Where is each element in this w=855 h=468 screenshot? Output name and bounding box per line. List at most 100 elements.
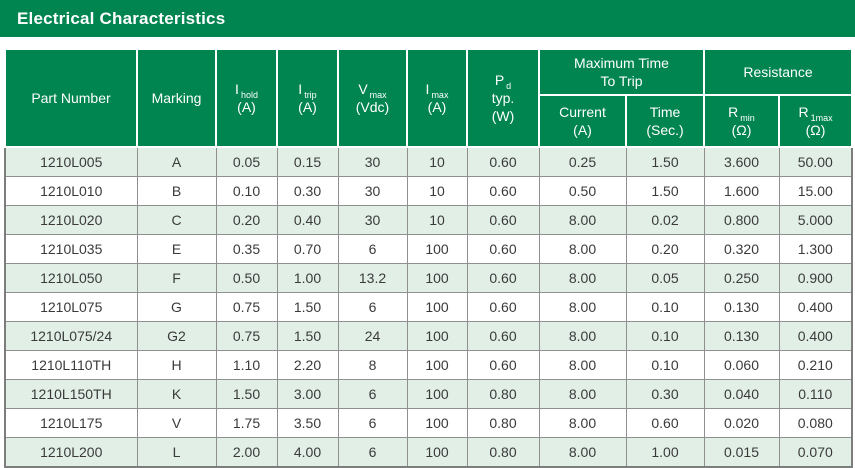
table-cell: 8.00 xyxy=(538,321,627,351)
table-cell: 0.040 xyxy=(703,379,780,409)
table-cell: 0.50 xyxy=(538,176,627,206)
table-cell: 13.2 xyxy=(337,263,408,293)
table-cell: 1210L020 xyxy=(4,205,138,235)
table-cell: 8 xyxy=(337,350,408,380)
table-cell: 100 xyxy=(406,408,468,438)
table-cell: 2.00 xyxy=(215,437,278,468)
table-cell: 0.20 xyxy=(625,234,705,264)
table-cell: 0.60 xyxy=(625,408,705,438)
table-cell: 1210L075/24 xyxy=(4,321,138,351)
table-cell: 6 xyxy=(337,437,408,468)
table-cell: 0.05 xyxy=(215,146,278,177)
table-row-1210l175: 1210L175 V 1.75 3.50 6 100 0.80 8.00 0.60 0.020 0.… xyxy=(4,408,853,438)
table-cell: 0.30 xyxy=(625,379,705,409)
table-cell: 100 xyxy=(406,234,468,264)
table-cell: 6 xyxy=(337,292,408,322)
table-cell: 0.25 xyxy=(538,146,627,177)
table-cell: 0.320 xyxy=(703,234,780,264)
table-cell: 0.60 xyxy=(466,146,540,177)
table-cell: 6 xyxy=(337,234,408,264)
table-cell: 10 xyxy=(406,176,468,206)
header-group-resistance: Resistance xyxy=(702,48,854,96)
table-cell: 0.60 xyxy=(466,234,540,264)
table-cell: 2.20 xyxy=(276,350,339,380)
table-cell: 0.20 xyxy=(215,205,278,235)
table-cell: 1.00 xyxy=(625,437,705,468)
table-cell: 0.30 xyxy=(276,176,339,206)
table-cell: 0.10 xyxy=(625,292,705,322)
table-row-1210l075: 1210L075 G 0.75 1.50 6 100 0.60 8.00 0.10 0.130 0.… xyxy=(4,292,853,322)
table-cell: A xyxy=(136,146,217,177)
table-cell: 0.130 xyxy=(703,321,780,351)
table-cell: 0.35 xyxy=(215,234,278,264)
table-cell: 0.40 xyxy=(276,205,339,235)
table-cell: 10 xyxy=(406,205,468,235)
table-cell: 30 xyxy=(337,146,408,177)
table-cell: 6 xyxy=(337,379,408,409)
table-cell: 1.50 xyxy=(215,379,278,409)
table-cell: 8.00 xyxy=(538,263,627,293)
table-cell: 1210L050 xyxy=(4,263,138,293)
table-cell: 1.10 xyxy=(215,350,278,380)
table-cell: 8.00 xyxy=(538,350,627,380)
table-cell: 1210L150TH xyxy=(4,379,138,409)
table-cell: 1210L175 xyxy=(4,408,138,438)
header-group-maximum-time-to-trip: Maximum Time To Trip xyxy=(538,48,705,96)
header-cell-r-1max: R 1max (Ω) xyxy=(777,94,854,148)
table-cell: 0.015 xyxy=(703,437,780,468)
table-cell: 100 xyxy=(406,350,468,380)
table-cell: 0.75 xyxy=(215,321,278,351)
table-cell: 0.80 xyxy=(466,379,540,409)
table-cell: 30 xyxy=(337,176,408,206)
table-cell: G xyxy=(136,292,217,322)
table-row-1210l200: 1210L200 L 2.00 4.00 6 100 0.80 8.00 1.00 0.015 0.… xyxy=(4,437,853,468)
header-cell-time: Time (Sec.) xyxy=(625,94,705,148)
table-cell: 1.75 xyxy=(215,408,278,438)
table-cell: 1210L035 xyxy=(4,234,138,264)
table-cell: 3.00 xyxy=(276,379,339,409)
table-cell: B xyxy=(136,176,217,206)
table-cell: 1210L075 xyxy=(4,292,138,322)
table-cell: 1.00 xyxy=(276,263,339,293)
table-cell: F xyxy=(136,263,217,293)
table-cell: E xyxy=(136,234,217,264)
table-cell: 100 xyxy=(406,437,468,468)
table-cell: 30 xyxy=(337,205,408,235)
table-cell: C xyxy=(136,205,217,235)
table-cell: 15.00 xyxy=(778,176,853,206)
table-cell: 24 xyxy=(337,321,408,351)
table-cell: 0.60 xyxy=(466,292,540,322)
table-body: 1210L005 A 0.05 0.15 30 10 0.60 0.25 1.50 3.600 50… xyxy=(4,146,853,468)
table-cell: 0.10 xyxy=(215,176,278,206)
table-cell: 0.02 xyxy=(625,205,705,235)
table-cell: 0.50 xyxy=(215,263,278,293)
table-cell: 0.80 xyxy=(466,408,540,438)
table-cell: 1.50 xyxy=(625,146,705,177)
table-cell: V xyxy=(136,408,217,438)
table-row-1210l020: 1210L020 C 0.20 0.40 30 10 0.60 8.00 0.02 0.800 5.… xyxy=(4,205,853,235)
table-row-1210l010: 1210L010 B 0.10 0.30 30 10 0.60 0.50 1.50 1.600 15… xyxy=(4,176,853,206)
table-row-1210l150th: 1210L150TH K 1.50 3.00 6 100 0.80 8.00 0.30 0.040… xyxy=(4,379,853,409)
table-cell: 1210L005 xyxy=(4,146,138,177)
table-cell: G2 xyxy=(136,321,217,351)
table-cell: 0.15 xyxy=(276,146,339,177)
table-cell: 1.50 xyxy=(276,321,339,351)
table-cell: 1210L110TH xyxy=(4,350,138,380)
table-cell: 0.110 xyxy=(778,379,853,409)
table-cell: 1.600 xyxy=(703,176,780,206)
table-cell: 0.250 xyxy=(703,263,780,293)
table-cell: 100 xyxy=(406,263,468,293)
table-cell: 8.00 xyxy=(538,234,627,264)
table-cell: 5.000 xyxy=(778,205,853,235)
table-cell: 1.50 xyxy=(276,292,339,322)
table-cell: 0.400 xyxy=(778,292,853,322)
table-cell: 0.070 xyxy=(778,437,853,468)
table-cell: 6 xyxy=(337,408,408,438)
table-cell: 50.00 xyxy=(778,146,853,177)
